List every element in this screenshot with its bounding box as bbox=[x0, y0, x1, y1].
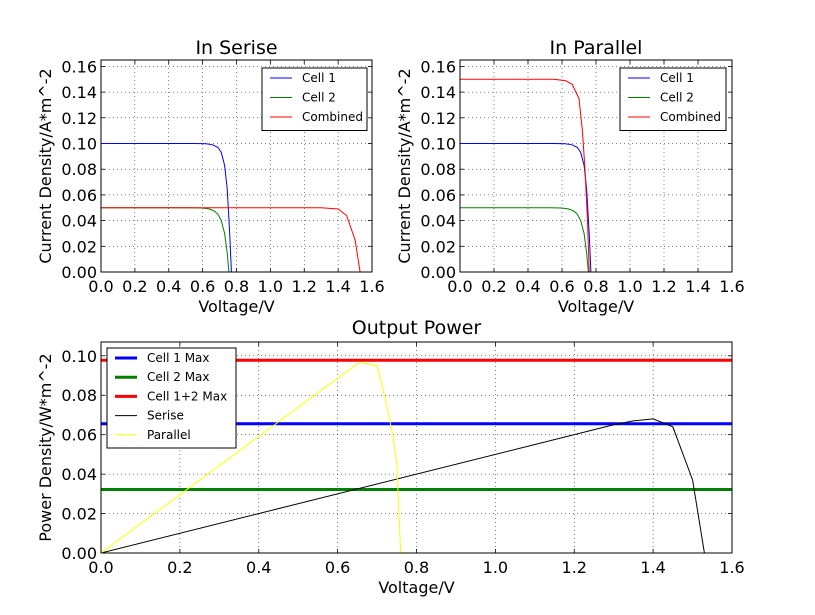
y-axis-label: Current Density/A*m^-2 bbox=[36, 68, 55, 263]
y-tick-label: 0.14 bbox=[420, 83, 456, 102]
x-tick-label: 1.0 bbox=[617, 277, 642, 296]
x-axis-label: Voltage/V bbox=[558, 297, 634, 316]
plot-frame bbox=[100, 341, 733, 554]
legend-label: Combined bbox=[660, 110, 721, 124]
chart-1: 0.0 0.2 0.4 0.6 0.8 1.0 1.2 1.4 1.6 0.00 0.02 0.04 0… bbox=[395, 37, 745, 316]
plot-frame bbox=[459, 59, 733, 273]
x-tick-label: 0.0 bbox=[88, 277, 113, 296]
legend-label: Parallel bbox=[147, 428, 191, 442]
x-tick-label: 0.8 bbox=[583, 277, 608, 296]
legend: Cell 1 Cell 2 Combined bbox=[619, 67, 727, 131]
y-axis-label: Power Density/W*m^-2 bbox=[36, 353, 55, 541]
series-line-1 bbox=[460, 207, 589, 272]
x-tick-label: 0.2 bbox=[481, 277, 506, 296]
x-tick-label: 0.4 bbox=[246, 558, 271, 577]
legend: Cell 1 Max Cell 2 Max Cell 1+2 Max Serise Pa… bbox=[106, 347, 237, 449]
x-tick-label: 0.4 bbox=[156, 277, 181, 296]
x-tick-label: 1.6 bbox=[719, 558, 744, 577]
y-tick-label: 0.08 bbox=[420, 160, 456, 179]
y-tick-label: 0.00 bbox=[61, 263, 97, 282]
x-tick-label: 0.2 bbox=[122, 277, 147, 296]
y-tick-label: 0.10 bbox=[61, 135, 97, 154]
y-tick-label: 0.06 bbox=[420, 186, 456, 205]
x-tick-label: 0.8 bbox=[224, 277, 249, 296]
y-tick-label: 0.12 bbox=[61, 109, 97, 128]
x-tick-label: 1.6 bbox=[719, 277, 744, 296]
legend-label: Cell 1 bbox=[302, 71, 336, 85]
legend-label: Cell 2 Max bbox=[147, 370, 210, 384]
y-tick-label: 0.14 bbox=[61, 83, 97, 102]
x-tick-label: 1.0 bbox=[258, 277, 283, 296]
x-tick-label: 1.4 bbox=[640, 558, 665, 577]
y-tick-label: 0.02 bbox=[61, 237, 97, 256]
x-axis-label: Voltage/V bbox=[378, 578, 454, 597]
series-line-0 bbox=[460, 143, 592, 272]
x-tick-label: 0.2 bbox=[167, 558, 192, 577]
y-tick-label: 0.04 bbox=[61, 465, 97, 484]
y-tick-label: 0.10 bbox=[61, 347, 97, 366]
legend-label: Cell 2 bbox=[302, 91, 336, 105]
x-tick-label: 1.2 bbox=[651, 277, 676, 296]
y-tick-label: 0.10 bbox=[420, 135, 456, 154]
x-tick-label: 1.2 bbox=[292, 277, 317, 296]
legend: Cell 1 Cell 2 Combined bbox=[261, 67, 368, 131]
x-tick-label: 0.0 bbox=[447, 277, 472, 296]
series-line-1 bbox=[101, 207, 230, 272]
series-line-3 bbox=[101, 418, 705, 553]
y-tick-label: 0.12 bbox=[420, 109, 456, 128]
y-tick-label: 0.16 bbox=[420, 57, 456, 76]
x-tick-label: 0.8 bbox=[404, 558, 429, 577]
x-tick-label: 0.6 bbox=[190, 277, 215, 296]
x-tick-label: 0.6 bbox=[325, 558, 350, 577]
legend-label: Cell 1 bbox=[660, 71, 694, 85]
y-tick-label: 0.02 bbox=[420, 237, 456, 256]
plot-frame bbox=[100, 59, 373, 273]
y-tick-label: 0.08 bbox=[61, 386, 97, 405]
chart-2: 0.0 0.2 0.4 0.6 0.8 1.0 1.2 1.4 1.6 0.00 0.02 0.04 0… bbox=[36, 317, 745, 597]
y-axis-label: Current Density/A*m^-2 bbox=[395, 68, 414, 263]
legend-label: Cell 1+2 Max bbox=[147, 389, 227, 403]
chart-title: Output Power bbox=[352, 317, 482, 339]
chart-title: In Parallel bbox=[550, 37, 643, 59]
x-tick-label: 0.6 bbox=[549, 277, 574, 296]
legend-box bbox=[106, 347, 237, 449]
x-tick-label: 1.4 bbox=[685, 277, 710, 296]
legend-label: Serise bbox=[147, 409, 184, 423]
y-tick-label: 0.04 bbox=[420, 212, 456, 231]
legend-label: Cell 1 Max bbox=[147, 351, 210, 365]
legend-label: Cell 2 bbox=[660, 91, 694, 105]
series-line-0 bbox=[101, 143, 232, 272]
x-tick-label: 1.4 bbox=[325, 277, 350, 296]
chart-title: In Serise bbox=[195, 37, 277, 59]
y-tick-label: 0.16 bbox=[61, 57, 97, 76]
x-tick-label: 1.6 bbox=[359, 277, 384, 296]
y-tick-label: 0.02 bbox=[61, 505, 97, 524]
x-tick-label: 1.2 bbox=[562, 558, 587, 577]
y-tick-label: 0.06 bbox=[61, 186, 97, 205]
y-tick-label: 0.08 bbox=[61, 160, 97, 179]
x-tick-label: 0.0 bbox=[88, 558, 113, 577]
x-tick-label: 0.4 bbox=[515, 277, 540, 296]
series-line-2 bbox=[460, 78, 590, 272]
x-axis-label: Voltage/V bbox=[198, 297, 274, 316]
y-tick-label: 0.06 bbox=[61, 426, 97, 445]
series-line-4 bbox=[101, 362, 402, 553]
y-tick-label: 0.00 bbox=[420, 263, 456, 282]
series-line-2 bbox=[101, 207, 361, 272]
y-tick-label: 0.04 bbox=[61, 212, 97, 231]
chart-0: 0.0 0.2 0.4 0.6 0.8 1.0 1.2 1.4 1.6 0.00 0.02 0.04 0… bbox=[36, 37, 385, 316]
y-tick-label: 0.00 bbox=[61, 544, 97, 563]
legend-label: Combined bbox=[302, 110, 363, 124]
x-tick-label: 1.0 bbox=[483, 558, 508, 577]
